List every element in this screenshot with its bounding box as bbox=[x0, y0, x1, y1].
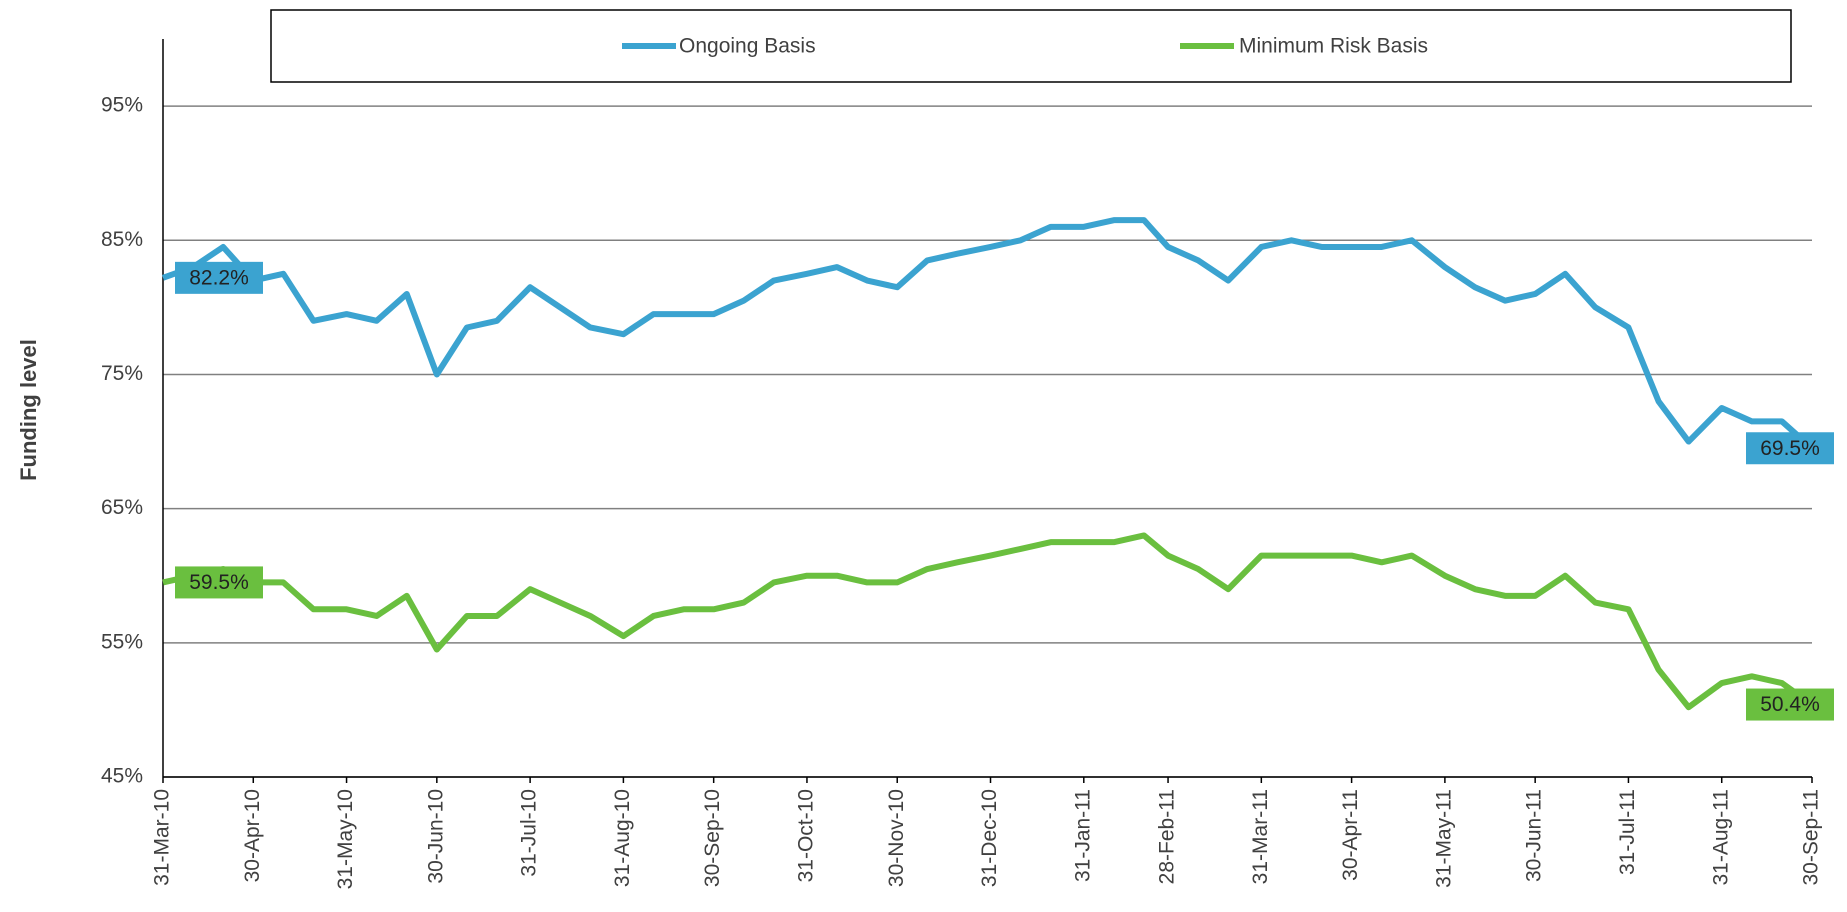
series-line bbox=[161, 217, 1814, 451]
y-axis-label: Funding level bbox=[16, 339, 41, 481]
legend-label: Minimum Risk Basis bbox=[1239, 35, 1428, 58]
x-tick-label: 30-Apr-10 bbox=[241, 789, 264, 882]
value-label: 69.5% bbox=[1760, 437, 1820, 460]
x-tick-label: 30-Apr-11 bbox=[1339, 789, 1362, 881]
y-tick-label: 55% bbox=[101, 630, 143, 653]
x-tick-label: 31-May-10 bbox=[334, 789, 357, 889]
x-tick-label: 31-Aug-11 bbox=[1709, 789, 1732, 886]
legend-box bbox=[270, 9, 1792, 83]
x-tick-label: 31-Mar-11 bbox=[1249, 789, 1272, 884]
x-tick-label: 31-Oct-10 bbox=[794, 789, 817, 882]
x-tick-label: 30-Jun-10 bbox=[424, 789, 447, 884]
x-tick-label: 31-Jul-10 bbox=[518, 789, 541, 877]
value-label: 59.5% bbox=[189, 571, 249, 594]
x-tick-label: 31-Aug-10 bbox=[611, 789, 634, 887]
x-tick-label: 31-Mar-10 bbox=[151, 789, 174, 886]
x-tick-label: 31-Dec-10 bbox=[978, 789, 1001, 887]
y-tick-label: 65% bbox=[101, 496, 143, 519]
x-tick-label: 31-May-11 bbox=[1432, 789, 1455, 888]
series-line bbox=[162, 532, 1814, 711]
y-tick-label: 95% bbox=[101, 94, 143, 117]
y-tick-label: 75% bbox=[101, 362, 143, 385]
x-tick-label: 31-Jul-11 bbox=[1616, 789, 1639, 875]
y-tick-label: 45% bbox=[101, 765, 143, 788]
value-label: 82.2% bbox=[189, 266, 249, 289]
value-label-box bbox=[1746, 432, 1834, 465]
x-tick-label: 28-Feb-11 bbox=[1156, 789, 1179, 884]
value-label: 50.4% bbox=[1760, 693, 1820, 716]
value-label-box bbox=[1746, 688, 1834, 721]
legend-label: Ongoing Basis bbox=[679, 35, 816, 58]
value-label-box bbox=[175, 566, 263, 599]
x-tick-label: 30-Nov-10 bbox=[885, 789, 908, 887]
x-tick-label: 31-Jan-11 bbox=[1071, 789, 1094, 882]
x-tick-label: 30-Sep-11 bbox=[1800, 789, 1823, 886]
x-tick-label: 30-Jun-11 bbox=[1523, 789, 1546, 882]
y-tick-label: 85% bbox=[101, 228, 143, 251]
value-label-box bbox=[175, 261, 263, 294]
x-tick-label: 30-Sep-10 bbox=[701, 789, 724, 887]
